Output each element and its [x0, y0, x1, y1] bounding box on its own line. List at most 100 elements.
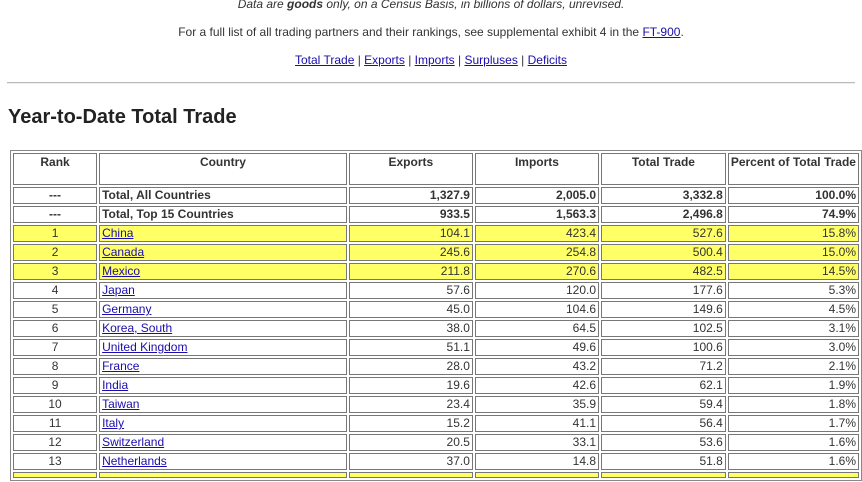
country-link[interactable]: Italy — [102, 416, 125, 430]
cell-total: 56.4 — [601, 415, 726, 432]
cell-total: 2,496.8 — [601, 206, 726, 223]
trade-table: Rank Country Exports Imports Total Trade… — [10, 150, 862, 481]
cell-rank: 7 — [13, 339, 98, 356]
cell-percent: 5.3% — [727, 282, 859, 299]
cell-percent: 1.6% — [727, 453, 859, 470]
cell-percent: 1.9% — [727, 377, 859, 394]
cell-total: 71.2 — [601, 358, 726, 375]
cell-percent: 2.1% — [727, 358, 859, 375]
cell-total: 51.8 — [601, 453, 726, 470]
cell-country: Mexico — [99, 263, 347, 280]
cell-country: Japan — [99, 282, 347, 299]
cell-partial — [99, 472, 347, 478]
cell-rank: 6 — [13, 320, 98, 337]
cell-total: 177.6 — [601, 282, 726, 299]
cell-percent: 3.1% — [727, 320, 859, 337]
nav-link-imports[interactable]: Imports — [414, 53, 455, 67]
cell-rank: 13 — [13, 453, 98, 470]
table-row: 3 Mexico 211.8 270.6 482.5 14.5% — [13, 263, 859, 280]
cell-imports: 270.6 — [474, 263, 599, 280]
cell-exports: 245.6 — [348, 244, 473, 261]
cell-partial — [601, 472, 726, 478]
cell-total: 62.1 — [601, 377, 726, 394]
cell-imports: 42.6 — [474, 377, 599, 394]
table-row: 5 Germany 45.0 104.6 149.6 4.5% — [13, 301, 859, 318]
cell-exports: 51.1 — [348, 339, 473, 356]
cell-country: China — [99, 225, 347, 242]
cell-percent: 100.0% — [727, 187, 859, 204]
cell-exports: 23.4 — [348, 396, 473, 413]
cell-imports: 1,563.3 — [474, 206, 599, 223]
data-basis-pre: Data are — [237, 0, 288, 11]
cell-exports: 19.6 — [348, 377, 473, 394]
table-row: 13 Netherlands 37.0 14.8 51.8 1.6% — [13, 453, 859, 470]
cell-percent: 74.9% — [727, 206, 859, 223]
cell-imports: 43.2 — [474, 358, 599, 375]
country-link[interactable]: Korea, South — [102, 321, 173, 335]
cell-imports: 104.6 — [474, 301, 599, 318]
cell-country: United Kingdom — [99, 339, 347, 356]
country-link[interactable]: Germany — [102, 302, 152, 316]
cell-country: India — [99, 377, 347, 394]
cell-partial — [727, 472, 859, 478]
table-row-partial — [13, 472, 859, 478]
cell-country: Germany — [99, 301, 347, 318]
cell-rank: 8 — [13, 358, 98, 375]
cell-exports: 933.5 — [348, 206, 473, 223]
cell-exports: 37.0 — [348, 453, 473, 470]
nav-separator: | — [517, 53, 528, 67]
table-row: 7 United Kingdom 51.1 49.6 100.6 3.0% — [13, 339, 859, 356]
country-link[interactable]: Netherlands — [102, 454, 167, 468]
cell-rank: 11 — [13, 415, 98, 432]
section-nav: Total Trade | Exports | Imports | Surplu… — [0, 53, 862, 67]
nav-link-deficits[interactable]: Deficits — [527, 53, 567, 67]
cell-country: Netherlands — [99, 453, 347, 470]
cell-country: Korea, South — [99, 320, 347, 337]
table-row: 12 Switzerland 20.5 33.1 53.6 1.6% — [13, 434, 859, 451]
cell-imports: 2,005.0 — [474, 187, 599, 204]
cell-imports: 49.6 — [474, 339, 599, 356]
cell-country: Switzerland — [99, 434, 347, 451]
country-link[interactable]: France — [102, 359, 140, 373]
cell-total: 3,332.8 — [601, 187, 726, 204]
country-link[interactable]: Switzerland — [102, 435, 165, 449]
cell-country: Total, Top 15 Countries — [99, 206, 347, 223]
country-link[interactable]: Japan — [102, 283, 135, 297]
cell-total: 102.5 — [601, 320, 726, 337]
country-link[interactable]: India — [102, 378, 129, 392]
cell-country: Canada — [99, 244, 347, 261]
cell-imports: 120.0 — [474, 282, 599, 299]
nav-link-total-trade[interactable]: Total Trade — [295, 53, 355, 67]
nav-separator: | — [454, 53, 465, 67]
cell-rank: --- — [13, 206, 98, 223]
country-link[interactable]: China — [102, 226, 134, 240]
cell-country: France — [99, 358, 347, 375]
nav-separator: | — [354, 53, 365, 67]
page-title: Year-to-Date Total Trade — [8, 106, 237, 128]
country-link[interactable]: Mexico — [102, 264, 141, 278]
cell-percent: 15.8% — [727, 225, 859, 242]
cell-percent: 15.0% — [727, 244, 859, 261]
cell-rank: 5 — [13, 301, 98, 318]
table-row: 9 India 19.6 42.6 62.1 1.9% — [13, 377, 859, 394]
cell-exports: 45.0 — [348, 301, 473, 318]
cell-imports: 423.4 — [474, 225, 599, 242]
cell-exports: 28.0 — [348, 358, 473, 375]
country-link[interactable]: Taiwan — [102, 397, 140, 411]
table-row: 8 France 28.0 43.2 71.2 2.1% — [13, 358, 859, 375]
country-link[interactable]: Canada — [102, 245, 145, 259]
cell-total: 500.4 — [601, 244, 726, 261]
country-link[interactable]: United Kingdom — [102, 340, 188, 354]
nav-separator: | — [404, 53, 415, 67]
nav-link-exports[interactable]: Exports — [364, 53, 405, 67]
cell-rank: 3 — [13, 263, 98, 280]
cell-country: Total, All Countries — [99, 187, 347, 204]
cell-country: Taiwan — [99, 396, 347, 413]
cell-percent: 1.7% — [727, 415, 859, 432]
cell-rank: 9 — [13, 377, 98, 394]
header-total-trade: Total Trade — [601, 153, 726, 185]
header-exports: Exports — [348, 153, 473, 185]
nav-link-surpluses[interactable]: Surpluses — [464, 53, 518, 67]
cell-exports: 20.5 — [348, 434, 473, 451]
ft900-link[interactable]: FT-900 — [642, 25, 681, 39]
